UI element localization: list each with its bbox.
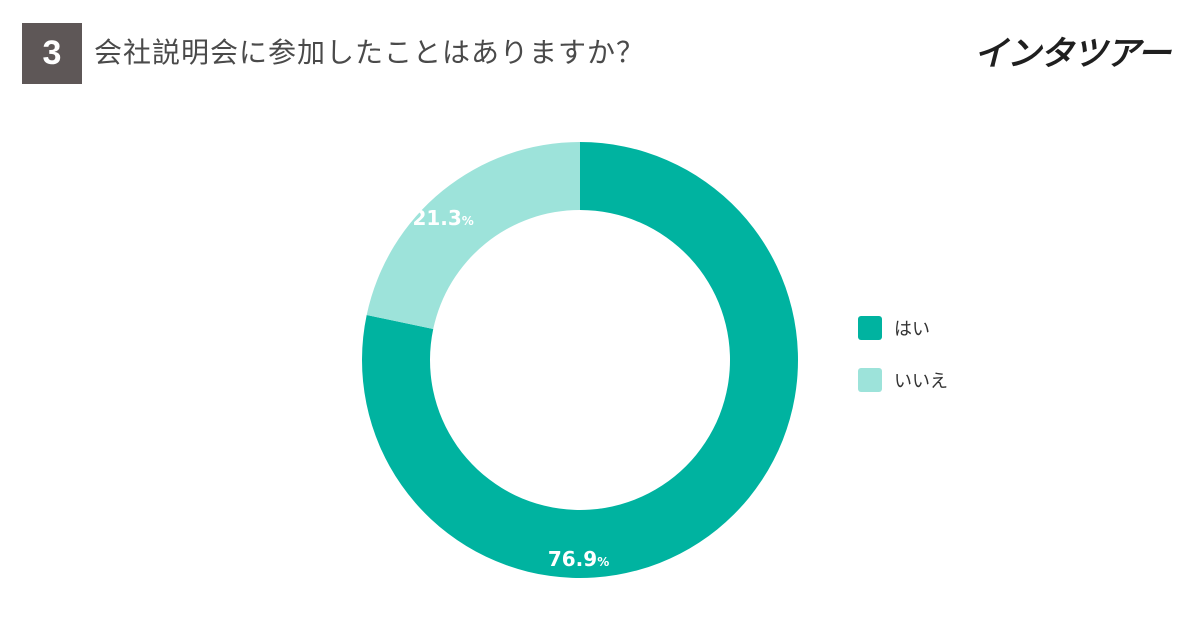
legend-item-no: いいえ bbox=[858, 366, 948, 394]
legend: はい いいえ bbox=[858, 314, 948, 418]
question-number: 3 bbox=[42, 34, 62, 72]
legend-swatch-yes bbox=[858, 316, 882, 340]
legend-item-yes: はい bbox=[858, 314, 948, 342]
brand-logo: インタツアー bbox=[974, 26, 1171, 75]
brand-text: インタツアー bbox=[974, 34, 1171, 74]
donut-slice-no bbox=[366, 142, 580, 330]
data-label-yes: 76.9% bbox=[548, 547, 609, 571]
legend-label-no: いいえ bbox=[894, 371, 948, 392]
chart-title: 会社説明会に参加したことはありますか？ bbox=[94, 36, 646, 69]
legend-label-yes: はい bbox=[894, 319, 930, 340]
question-number-badge: 3 bbox=[22, 23, 82, 84]
data-label-no: 21.3% bbox=[412, 206, 473, 230]
legend-swatch-no bbox=[858, 368, 882, 392]
donut-slice-yes bbox=[361, 142, 798, 578]
